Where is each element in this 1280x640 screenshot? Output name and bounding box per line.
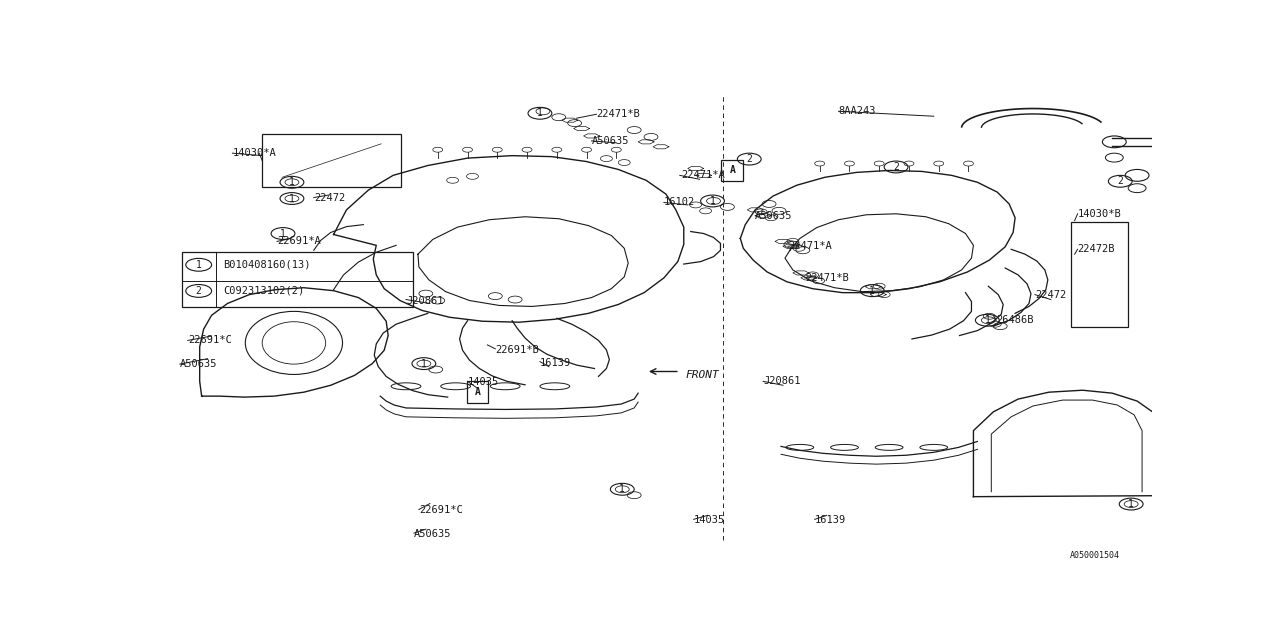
Text: J20861: J20861	[763, 376, 800, 387]
Text: 22471*B: 22471*B	[596, 109, 640, 119]
Text: 16102: 16102	[664, 198, 695, 207]
Text: 1: 1	[869, 285, 876, 296]
Text: A: A	[730, 165, 735, 175]
Text: 22472: 22472	[314, 193, 346, 202]
Text: 16139: 16139	[815, 515, 846, 525]
Text: 2: 2	[746, 154, 753, 164]
Bar	[262, 134, 401, 187]
Text: 14035: 14035	[694, 515, 724, 525]
Text: 16139: 16139	[540, 358, 571, 368]
Text: 22691*C: 22691*C	[419, 506, 462, 515]
Bar	[722, 159, 744, 181]
Text: 22691*C: 22691*C	[188, 335, 232, 346]
Text: 1: 1	[289, 193, 294, 204]
Bar	[466, 381, 489, 403]
Text: A50635: A50635	[179, 359, 218, 369]
Text: C092313102(2): C092313102(2)	[224, 286, 305, 296]
Text: 22472B: 22472B	[1078, 244, 1115, 254]
Text: 22471*A: 22471*A	[788, 241, 832, 252]
Text: A50635: A50635	[755, 211, 792, 221]
Text: B010408160(13): B010408160(13)	[224, 260, 311, 270]
Bar	[182, 252, 413, 307]
Text: 1: 1	[421, 358, 426, 369]
Text: 22691*A: 22691*A	[276, 236, 321, 246]
Text: A: A	[475, 387, 480, 397]
Text: 14035: 14035	[467, 378, 499, 387]
Text: 1: 1	[196, 260, 202, 270]
Text: 1: 1	[709, 196, 716, 206]
Text: 2: 2	[893, 162, 899, 172]
Text: 8AA243: 8AA243	[838, 106, 876, 116]
Bar	[1070, 222, 1128, 327]
Text: 22471*A: 22471*A	[681, 170, 724, 180]
Text: 1: 1	[289, 177, 294, 188]
Text: 1: 1	[984, 316, 991, 325]
Text: A50635: A50635	[413, 529, 452, 539]
Text: 14030*B: 14030*B	[1078, 209, 1121, 219]
Text: 22471*B: 22471*B	[805, 273, 849, 283]
Text: 2: 2	[196, 286, 202, 296]
Text: A50635: A50635	[591, 136, 628, 146]
Text: A050001504: A050001504	[1070, 551, 1120, 560]
Text: J20861: J20861	[406, 296, 443, 306]
Text: FRONT: FRONT	[686, 371, 719, 380]
Text: 14030*A: 14030*A	[233, 148, 276, 158]
Text: 1: 1	[538, 108, 543, 118]
Text: 1: 1	[620, 484, 625, 494]
Text: 22472: 22472	[1036, 290, 1066, 300]
Text: 2: 2	[1117, 176, 1123, 186]
Text: 22691*B: 22691*B	[495, 346, 539, 355]
Text: 1: 1	[1128, 499, 1134, 509]
Text: 26486B: 26486B	[996, 316, 1034, 325]
Text: 1: 1	[280, 228, 285, 239]
